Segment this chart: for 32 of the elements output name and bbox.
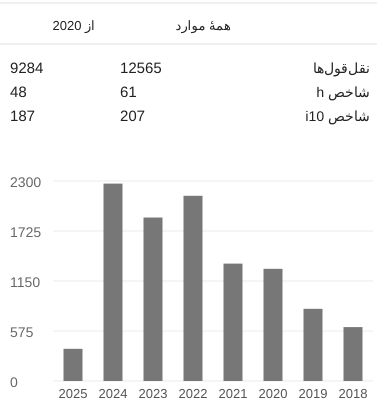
x-tick-label: 2021: [218, 386, 248, 401]
y-tick-label: 575: [10, 324, 34, 340]
x-tick-label: 2025: [58, 386, 88, 401]
x-tick-label: 2020: [258, 386, 288, 401]
category-label: از 2020: [52, 18, 96, 34]
bar: [304, 308, 322, 381]
x-tick-label: 2024: [98, 386, 128, 401]
text: 61: [120, 84, 137, 101]
category-label: شاخص h: [316, 84, 370, 100]
text: 48: [10, 84, 27, 101]
x-tick-label: 2023: [138, 386, 168, 401]
bar: [184, 196, 202, 381]
text: 187: [10, 108, 36, 125]
x-tick-label: 2018: [338, 386, 368, 401]
text: 9284: [10, 60, 44, 77]
bar: [144, 218, 162, 381]
x-tick-label: 2019: [298, 386, 328, 401]
y-tick-label: 1725: [10, 224, 42, 240]
y-tick-label: 2300: [10, 174, 42, 190]
category-label: شاخص i10: [305, 108, 370, 124]
bar: [224, 264, 242, 381]
bar: [104, 184, 122, 381]
category-label: همهٔ موارد: [176, 18, 232, 34]
bar: [64, 348, 82, 381]
y-tick-label: 0: [10, 374, 18, 390]
text: 207: [120, 108, 146, 125]
x-tick-label: 2022: [178, 386, 208, 401]
category-label: نقل‌قول‌ها: [313, 60, 370, 76]
bar: [264, 268, 282, 381]
bar: [344, 327, 362, 381]
y-tick-label: 1150: [10, 274, 40, 290]
text: 12565: [120, 60, 162, 77]
